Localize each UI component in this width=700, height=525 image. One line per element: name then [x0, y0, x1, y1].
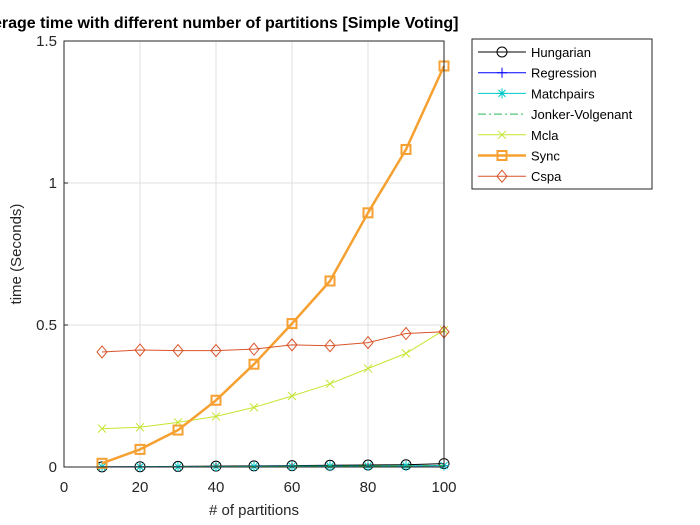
data-point — [211, 412, 221, 421]
legend-item-hungarian: Hungarian — [478, 45, 591, 60]
ticks: 0 20 40 60 80 100 0 0.5 1 1.5 — [36, 33, 456, 496]
data-point — [134, 443, 146, 455]
x-tick-label: 100 — [431, 479, 456, 496]
data-point — [286, 338, 298, 352]
series-cspa — [96, 325, 450, 359]
legend-label: Jonker-Volgenant — [531, 107, 633, 122]
data-point — [496, 46, 508, 58]
data-point — [134, 343, 146, 357]
plot-frame — [63, 40, 445, 468]
legend-item-jonker-volgenant: Jonker-Volgenant — [478, 107, 633, 122]
data-point — [324, 275, 336, 287]
y-tick-label: 1 — [49, 175, 57, 192]
data-point — [362, 335, 374, 350]
y-axis-label: time (Seconds) — [8, 204, 25, 305]
chart-title: erage time with different number of part… — [0, 15, 459, 32]
data-point — [248, 358, 260, 370]
data-point — [96, 457, 108, 469]
data-point — [249, 461, 259, 472]
y-tick-label: 0 — [49, 459, 57, 476]
series-line — [101, 465, 445, 468]
legend-label: Cspa — [531, 169, 562, 184]
legend-item-matchpairs: Matchpairs — [478, 86, 595, 101]
data-point — [210, 343, 222, 358]
data-point — [496, 150, 508, 161]
legend-item-regression: Regression — [478, 66, 597, 81]
data-point — [210, 394, 222, 406]
data-point — [287, 391, 297, 401]
legend-item-mcla: Mcla — [478, 128, 559, 143]
series-jonker-volgenant — [101, 465, 445, 468]
series-line — [101, 331, 445, 353]
series-line — [101, 65, 446, 465]
data-point — [400, 143, 412, 155]
x-tick-label: 60 — [284, 479, 301, 496]
data-point — [496, 169, 508, 183]
data-point — [497, 88, 507, 99]
x-tick-label: 0 — [60, 479, 68, 496]
legend-label: Mcla — [531, 128, 559, 143]
legend-item-sync: Sync — [478, 149, 560, 164]
data-point — [172, 424, 184, 436]
data-point — [497, 67, 507, 78]
series-sync — [96, 60, 450, 469]
x-axis-label: # of partitions — [209, 502, 299, 519]
data-point — [97, 424, 107, 434]
legend-label: Sync — [531, 149, 560, 164]
data-point — [400, 326, 412, 341]
data-point — [172, 343, 184, 358]
x-tick-label: 40 — [208, 479, 225, 496]
data-point — [324, 338, 336, 353]
grid — [64, 41, 444, 467]
x-tick-label: 80 — [360, 479, 377, 496]
series-mcla — [97, 325, 449, 434]
data-point — [325, 379, 335, 389]
data-point — [249, 403, 259, 412]
data-point — [363, 364, 373, 373]
legend-item-cspa: Cspa — [478, 169, 562, 184]
plot-area — [64, 41, 444, 467]
series-line — [101, 329, 445, 430]
data-point — [286, 318, 298, 330]
data-point — [248, 342, 260, 356]
data-point — [497, 130, 507, 140]
legend-label: Regression — [531, 66, 597, 81]
y-tick-label: 0.5 — [36, 317, 57, 334]
data-point — [135, 422, 145, 432]
x-tick-label: 20 — [132, 479, 149, 496]
legend-label: Hungarian — [531, 45, 591, 60]
legend: Hungarian Regression Matchpairs Jonker-Volg… — [471, 38, 653, 190]
y-tick-label: 1.5 — [36, 33, 57, 50]
data-point — [362, 207, 374, 219]
legend-label: Matchpairs — [531, 86, 595, 101]
data-point — [401, 349, 411, 358]
data-point — [96, 345, 108, 359]
